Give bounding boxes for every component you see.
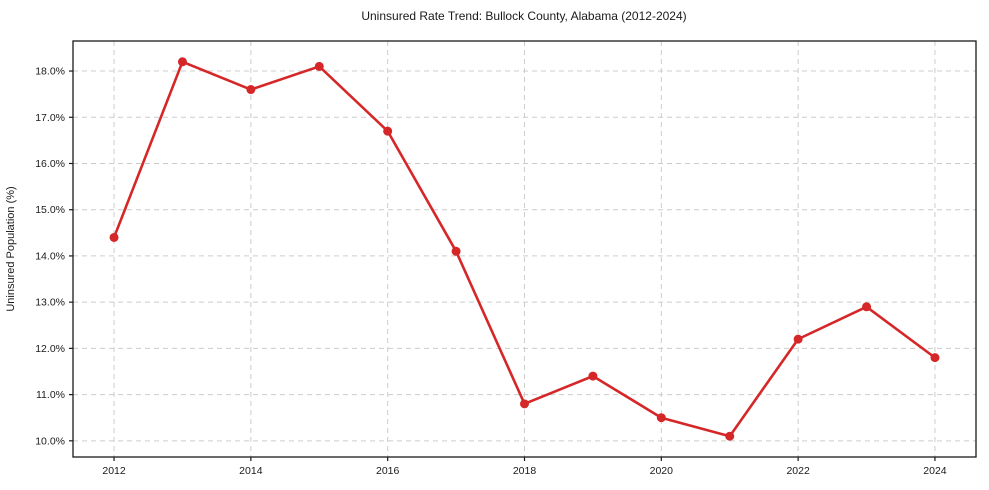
data-point [930,353,940,363]
gridlines [73,41,976,457]
x-tick-label: 2018 [513,465,537,477]
trend-line-series [109,57,940,441]
data-point [862,302,872,312]
x-tick-label: 2012 [102,465,126,477]
y-tick-label: 17.0% [35,112,65,124]
data-point [656,413,666,423]
x-tick-label: 2014 [239,465,263,477]
y-tick-label: 10.0% [35,435,65,447]
x-tick-label: 2020 [650,465,674,477]
data-point [588,371,598,381]
data-point [109,232,119,242]
data-point [793,334,803,344]
data-point [725,431,735,441]
x-tick-label: 2016 [376,465,400,477]
axis-ticks: 2012 2014 2016 2018 2020 2022 2024 10.0% 11.0% 12… [35,66,947,477]
x-tick-label: 2024 [923,465,947,477]
y-tick-label: 13.0% [35,297,65,309]
data-point [246,85,256,95]
y-tick-label: 16.0% [35,158,65,170]
y-tick-label: 14.0% [35,250,65,262]
y-tick-label: 12.0% [35,343,65,355]
chart-title: Uninsured Rate Trend: Bullock County, Al… [361,9,686,23]
y-axis-label: Uninsured Population (%) [5,186,17,311]
data-point [451,246,461,256]
data-point [383,126,393,136]
data-point [177,57,187,67]
x-tick-label: 2022 [786,465,810,477]
data-point [520,399,529,409]
y-tick-label: 18.0% [35,66,65,78]
y-tick-label: 15.0% [35,204,65,216]
y-tick-label: 11.0% [36,389,65,401]
data-point [314,61,324,71]
